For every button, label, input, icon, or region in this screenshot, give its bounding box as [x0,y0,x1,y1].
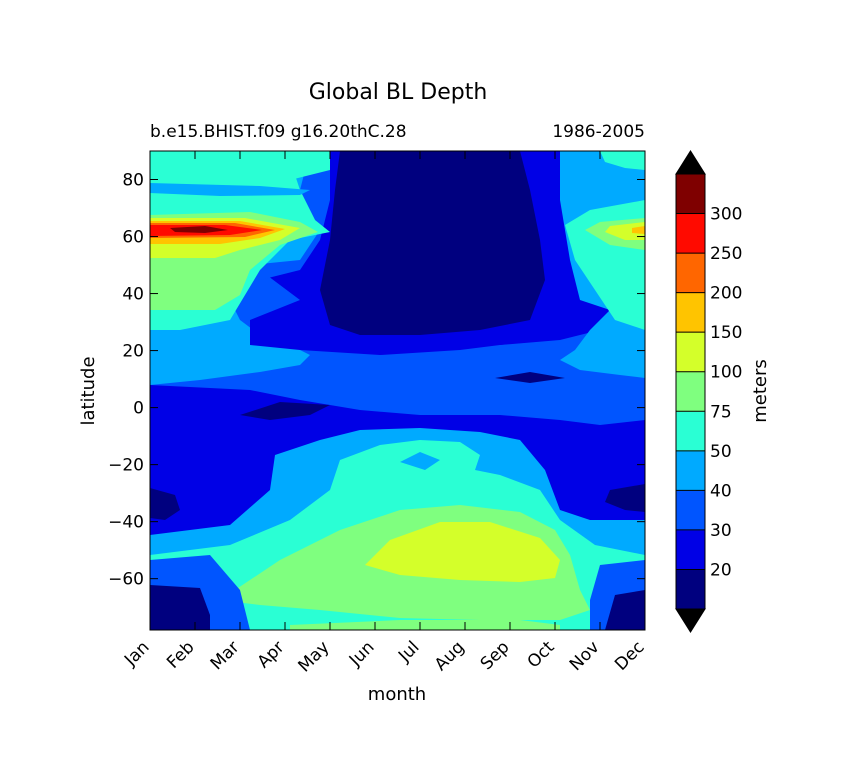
contour-fill-antarctic-jan-deep [150,585,210,630]
colorbar-tick-label: 20 [710,560,732,580]
contour-fill-nh-dec-150 [632,226,645,234]
plot-frame [149,150,646,631]
colorbar-segment [676,569,705,610]
colorbar-tick-label: 40 [710,481,732,501]
x-tick-label: Jul [394,637,423,666]
x-tick-label: Nov [566,637,604,675]
x-axis-label: month [368,684,426,705]
colorbar-tick-label: 150 [710,323,742,343]
colorbar-label: meters [750,359,771,423]
x-tick-label: Aug [431,637,469,675]
chart-title: Global BL Depth [309,80,488,105]
y-tick-label: −40 [108,513,144,533]
contour-fill-antarctic-bottom-band [290,620,560,630]
colorbar-segment [676,332,705,373]
colorbar-segment [676,371,705,412]
x-tick-label: Dec [611,637,648,674]
colorbar-segment [676,292,705,333]
y-axis: 80 60 40 20 0 −20 −40 −60 [108,171,645,590]
colorbar-tick-label: 300 [710,205,742,225]
contour-fill-arctic-40 [150,183,310,196]
x-tick-label: Jan [120,637,153,670]
contour-fill-nh-summer-deep [320,151,545,335]
contour-fill-sh-100 [365,522,560,582]
colorbar-segment [676,411,705,452]
colorbar-segment [676,529,705,570]
y-axis-label: latitude [78,356,99,425]
x-tick-label: Oct [524,637,559,672]
colorbar-tick-label: 250 [710,244,742,264]
contour-fill-nh-dec-100 [605,222,645,240]
x-tick-label: May [295,637,334,676]
contour-plot [150,151,645,630]
colorbar-tick-label: 200 [710,284,742,304]
y-tick-label: 20 [122,342,144,362]
y-tick-label: 80 [122,171,144,191]
colorbar-tick-label: 50 [710,442,732,462]
contour-fill-antarctic-dec-deep [605,590,645,630]
contour-fill-nh-dec-arctic [600,151,645,170]
x-tick-label: Feb [163,637,198,672]
y-tick-label: −20 [108,456,144,476]
contour-fill-nh-winter-300 [170,226,228,233]
colorbar-segment [676,490,705,531]
y-tick-label: 0 [133,399,144,419]
contour-fill-equator-low [240,402,330,420]
colorbar: 20 30 40 50 75 100 150 200 250 300 [675,150,742,633]
chart-subtitle-right: 1986-2005 [552,122,645,142]
colorbar-tick-label: 30 [710,521,732,541]
x-tick-label: Apr [254,637,289,672]
colorbar-segment [676,174,705,215]
contour-fill-sep-low [495,372,565,383]
colorbar-extend-over [675,150,706,175]
colorbar-frame [675,173,706,610]
colorbar-extend-under [675,608,706,633]
colorbar-segment [676,253,705,294]
contour-fill-sh-pinch [400,452,440,470]
x-tick-label: Jun [345,637,379,671]
x-tick-label: Sep [477,637,514,674]
contour-fill-sh-west-deep [150,488,180,520]
colorbar-tick-label: 75 [710,402,732,422]
chart-subtitle-left: b.e15.BHIST.f09 g16.20thC.28 [150,122,407,142]
x-tick-label: Mar [207,637,244,674]
y-tick-label: 60 [122,228,144,248]
colorbar-tick-label: 100 [710,363,742,383]
y-tick-label: 40 [122,285,144,305]
y-tick-label: −60 [108,570,144,590]
colorbar-segment [676,213,705,254]
colorbar-segment [676,450,705,491]
contour-fill-sh-east-deep [605,484,645,512]
